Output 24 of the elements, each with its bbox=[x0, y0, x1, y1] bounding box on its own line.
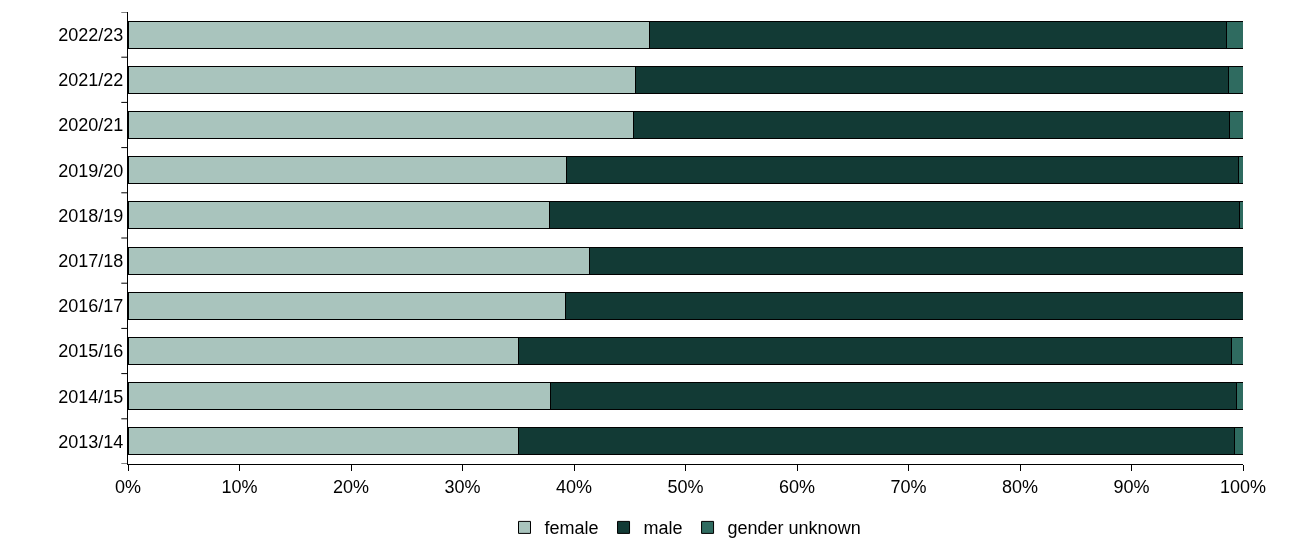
y-tick-label: 2018/19 bbox=[58, 205, 124, 226]
y-tick-label: 2014/15 bbox=[58, 386, 124, 407]
legend-label: female bbox=[544, 518, 599, 539]
x-tick-label: 30% bbox=[444, 476, 481, 497]
x-tick-label: 50% bbox=[667, 476, 704, 497]
x-tick-label: 0% bbox=[114, 476, 142, 497]
legend-label: male bbox=[643, 518, 683, 539]
x-tick-label: 70% bbox=[890, 476, 927, 497]
y-tick-label: 2015/16 bbox=[58, 341, 124, 362]
x-tick-label: 90% bbox=[1113, 476, 1150, 497]
y-tick-label: 2020/21 bbox=[58, 115, 124, 136]
y-tick-label: 2017/18 bbox=[58, 250, 124, 271]
legend-label: gender unknown bbox=[727, 518, 861, 539]
y-tick-label: 2016/17 bbox=[58, 296, 124, 317]
x-tick-label: 100% bbox=[1219, 476, 1267, 497]
y-tick-label: 2022/23 bbox=[58, 24, 124, 45]
y-tick-label: 2019/20 bbox=[58, 160, 124, 181]
y-tick-label: 2021/22 bbox=[58, 70, 124, 91]
x-tick-label: 40% bbox=[555, 476, 593, 497]
x-tick-label: 20% bbox=[332, 476, 370, 497]
y-tick-label: 2013/14 bbox=[58, 431, 124, 452]
x-tick-label: 60% bbox=[778, 476, 816, 497]
x-tick-label: 80% bbox=[1001, 476, 1039, 497]
x-tick-label: 10% bbox=[221, 476, 258, 497]
